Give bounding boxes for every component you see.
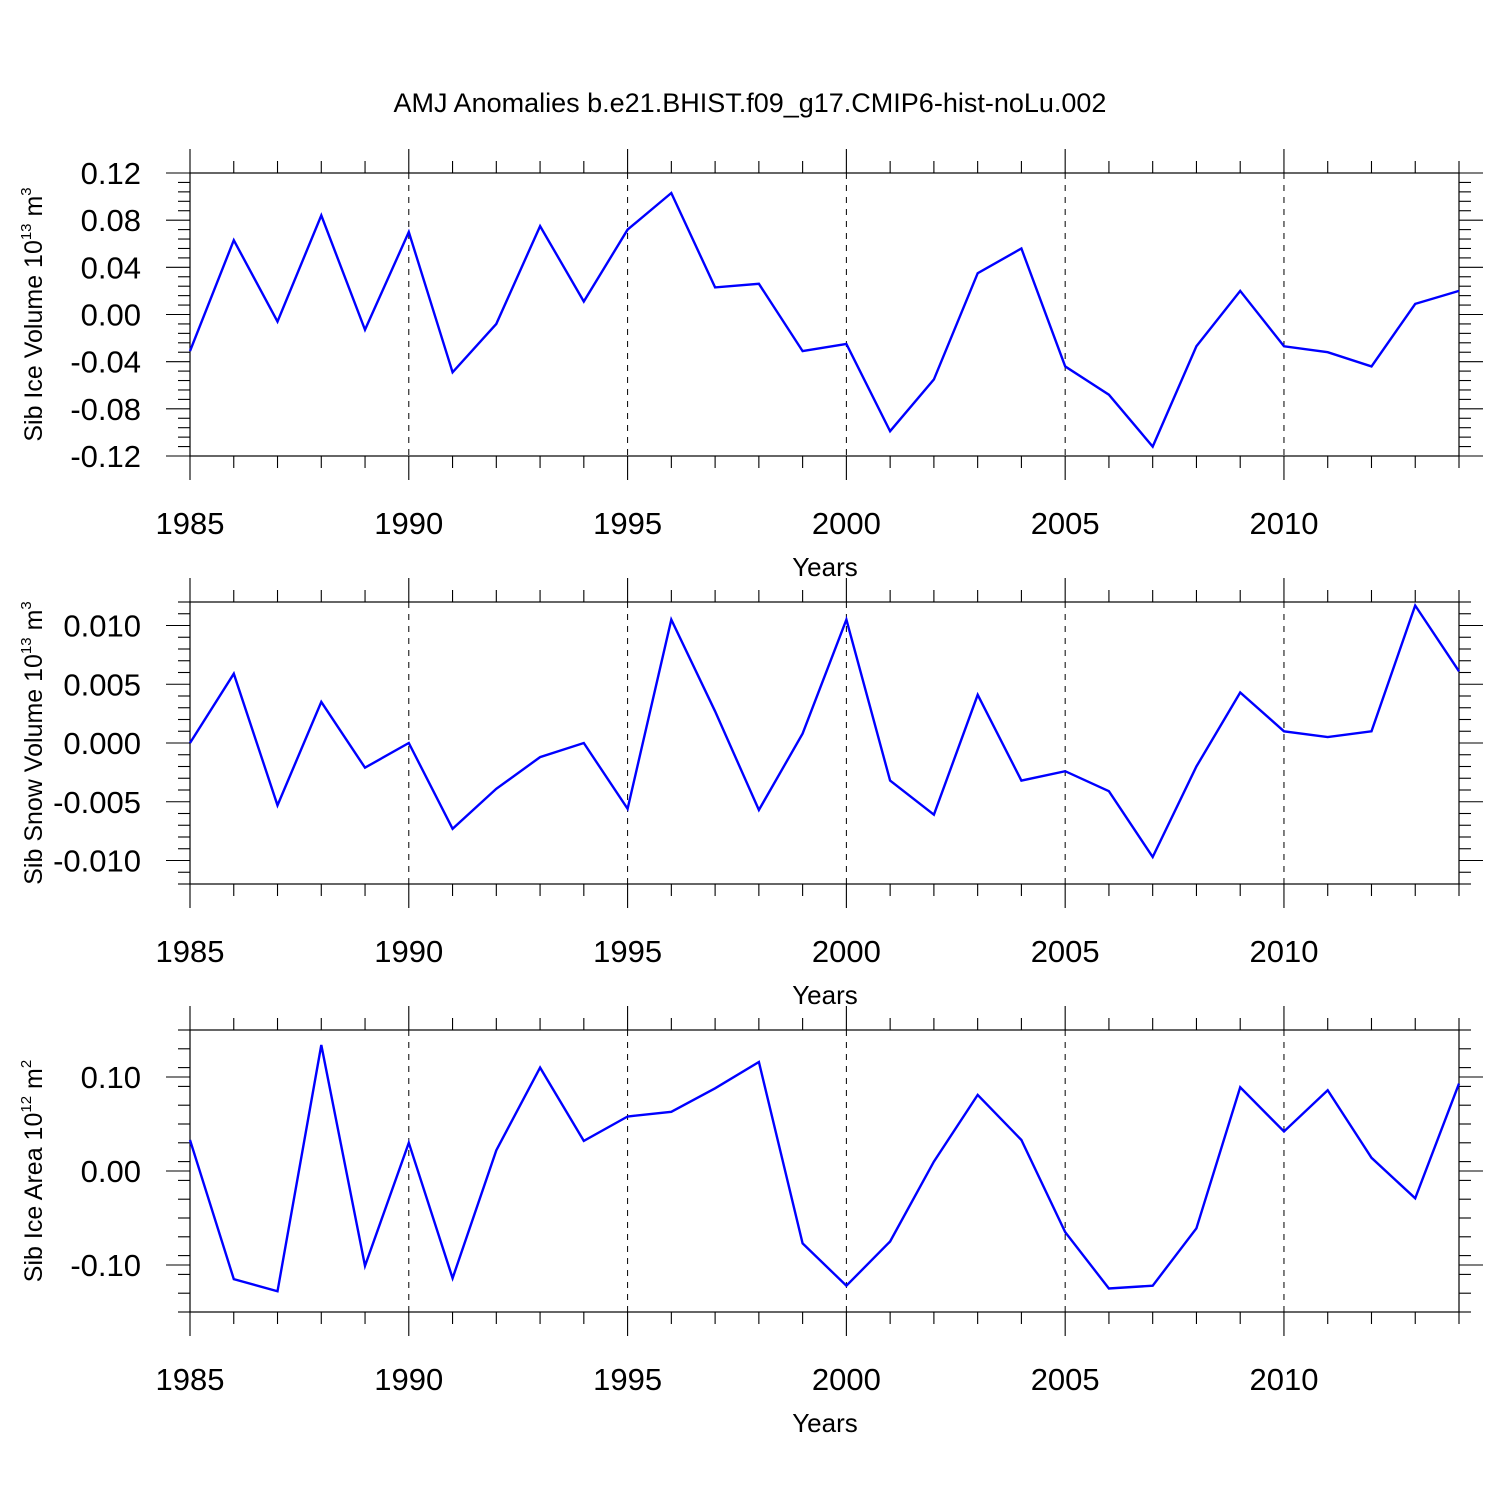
panel-1-xtick-label: 2010 xyxy=(1249,506,1318,541)
panel-3-ytick-label: 0.10 xyxy=(81,1060,141,1095)
panel-1-xtick-label: 1995 xyxy=(593,506,662,541)
panel-3-ytick-label: 0.00 xyxy=(81,1154,141,1189)
panel-2-frame xyxy=(189,601,1460,885)
panel-3-frame xyxy=(189,1029,1460,1313)
panel-3-y-axis-title-exponent: 12 xyxy=(18,1096,35,1113)
panel-2: -0.010 -0.005 0.000 0.005 0.010 1985 1990 1995 2… xyxy=(18,578,1483,1010)
panel-1-y-axis-title-unit-exponent: 3 xyxy=(18,187,35,195)
panel-2-ytick-label: 0.005 xyxy=(63,667,141,702)
panel-1-y-axis-title-text: Sib Ice Volume 10 xyxy=(20,240,48,442)
panel-1: -0.12 -0.08 -0.04 0.00 0.04 0.08 0.12 1985 1990 1… xyxy=(18,149,1483,582)
panel-2-xtick-label: 1995 xyxy=(593,934,662,969)
panel-2-xtick-label: 2000 xyxy=(812,934,881,969)
panels-container: -0.12 -0.08 -0.04 0.00 0.04 0.08 0.12 1985 1990 1… xyxy=(18,149,1483,1438)
panel-3-y-axis-title: Sib Ice Area 1012 m2 xyxy=(18,1060,48,1282)
panel-2-ytick-label: 0.000 xyxy=(63,726,141,761)
panel-2-y-axis-title-unit: m xyxy=(20,610,48,638)
panel-1-series-line xyxy=(188,191,1460,449)
panel-1-y-axis-title-exponent: 13 xyxy=(18,223,35,240)
panel-3-xtick-label: 2005 xyxy=(1031,1362,1100,1397)
panel-1-ytick-label: 0.12 xyxy=(81,156,141,191)
panel-2-ytick-label: 0.010 xyxy=(63,609,141,644)
panel-1-y-axis-title-unit: m xyxy=(20,196,48,224)
panel-2-xtick-label: 2005 xyxy=(1031,934,1100,969)
panel-2-x-axis-title: Years xyxy=(792,980,858,1010)
panel-2-xtick-label: 2010 xyxy=(1249,934,1318,969)
panel-2-series-line xyxy=(188,602,1460,860)
panel-2-ytick-label: -0.010 xyxy=(53,844,141,879)
panel-3-y-axis-title-unit: m xyxy=(20,1068,48,1096)
panel-2-y-axis-title-unit-exponent: 3 xyxy=(18,601,35,609)
panel-1-ytick-label: -0.08 xyxy=(70,392,141,427)
panel-1-ytick-label: 0.08 xyxy=(81,203,141,238)
panel-3-xtick-label: 1985 xyxy=(156,1362,225,1397)
panel-3-x-axis-title: Years xyxy=(792,1408,858,1438)
figure-title: AMJ Anomalies b.e21.BHIST.f09_g17.CMIP6-… xyxy=(394,88,1107,118)
panel-2-y-axis-title: Sib Snow Volume 1013 m3 xyxy=(18,601,48,885)
panel-3-y-axis-title-unit-exponent: 2 xyxy=(18,1060,35,1068)
panel-1-xtick-label: 1985 xyxy=(156,506,225,541)
panel-1-ytick-label: 0.00 xyxy=(81,298,141,333)
panel-1-xtick-label: 2000 xyxy=(812,506,881,541)
panel-1-xtick-label: 2005 xyxy=(1031,506,1100,541)
panel-3-xtick-label: 2000 xyxy=(812,1362,881,1397)
panel-3-xtick-label: 2010 xyxy=(1249,1362,1318,1397)
panel-2-y-axis-title-exponent: 13 xyxy=(18,637,35,654)
panel-3-y-axis-title-text: Sib Ice Area 10 xyxy=(20,1113,48,1283)
panel-1-ytick-label: -0.04 xyxy=(70,345,141,380)
panel-1-ytick-label: 0.04 xyxy=(81,250,141,285)
panel-3-ytick-label: -0.10 xyxy=(70,1248,141,1283)
panel-3-xtick-label: 1990 xyxy=(374,1362,443,1397)
panel-1-x-axis-title: Years xyxy=(792,552,858,582)
panel-2-ytick-label: -0.005 xyxy=(53,785,141,820)
panel-3: -0.10 0.00 0.10 1985 1990 1995 2000 2005 2010 Yea… xyxy=(18,1006,1483,1438)
panel-2-xtick-label: 1990 xyxy=(374,934,443,969)
panel-3-xtick-label: 1995 xyxy=(593,1362,662,1397)
panel-2-xtick-label: 1985 xyxy=(156,934,225,969)
panel-1-xtick-label: 1990 xyxy=(374,506,443,541)
panel-1-y-axis-title: Sib Ice Volume 1013 m3 xyxy=(18,187,48,441)
panel-1-ytick-label: -0.12 xyxy=(70,439,141,474)
panel-2-y-axis-title-text: Sib Snow Volume 10 xyxy=(20,654,48,885)
panel-1-frame xyxy=(189,172,1460,457)
panel-3-series-line xyxy=(188,1044,1461,1293)
